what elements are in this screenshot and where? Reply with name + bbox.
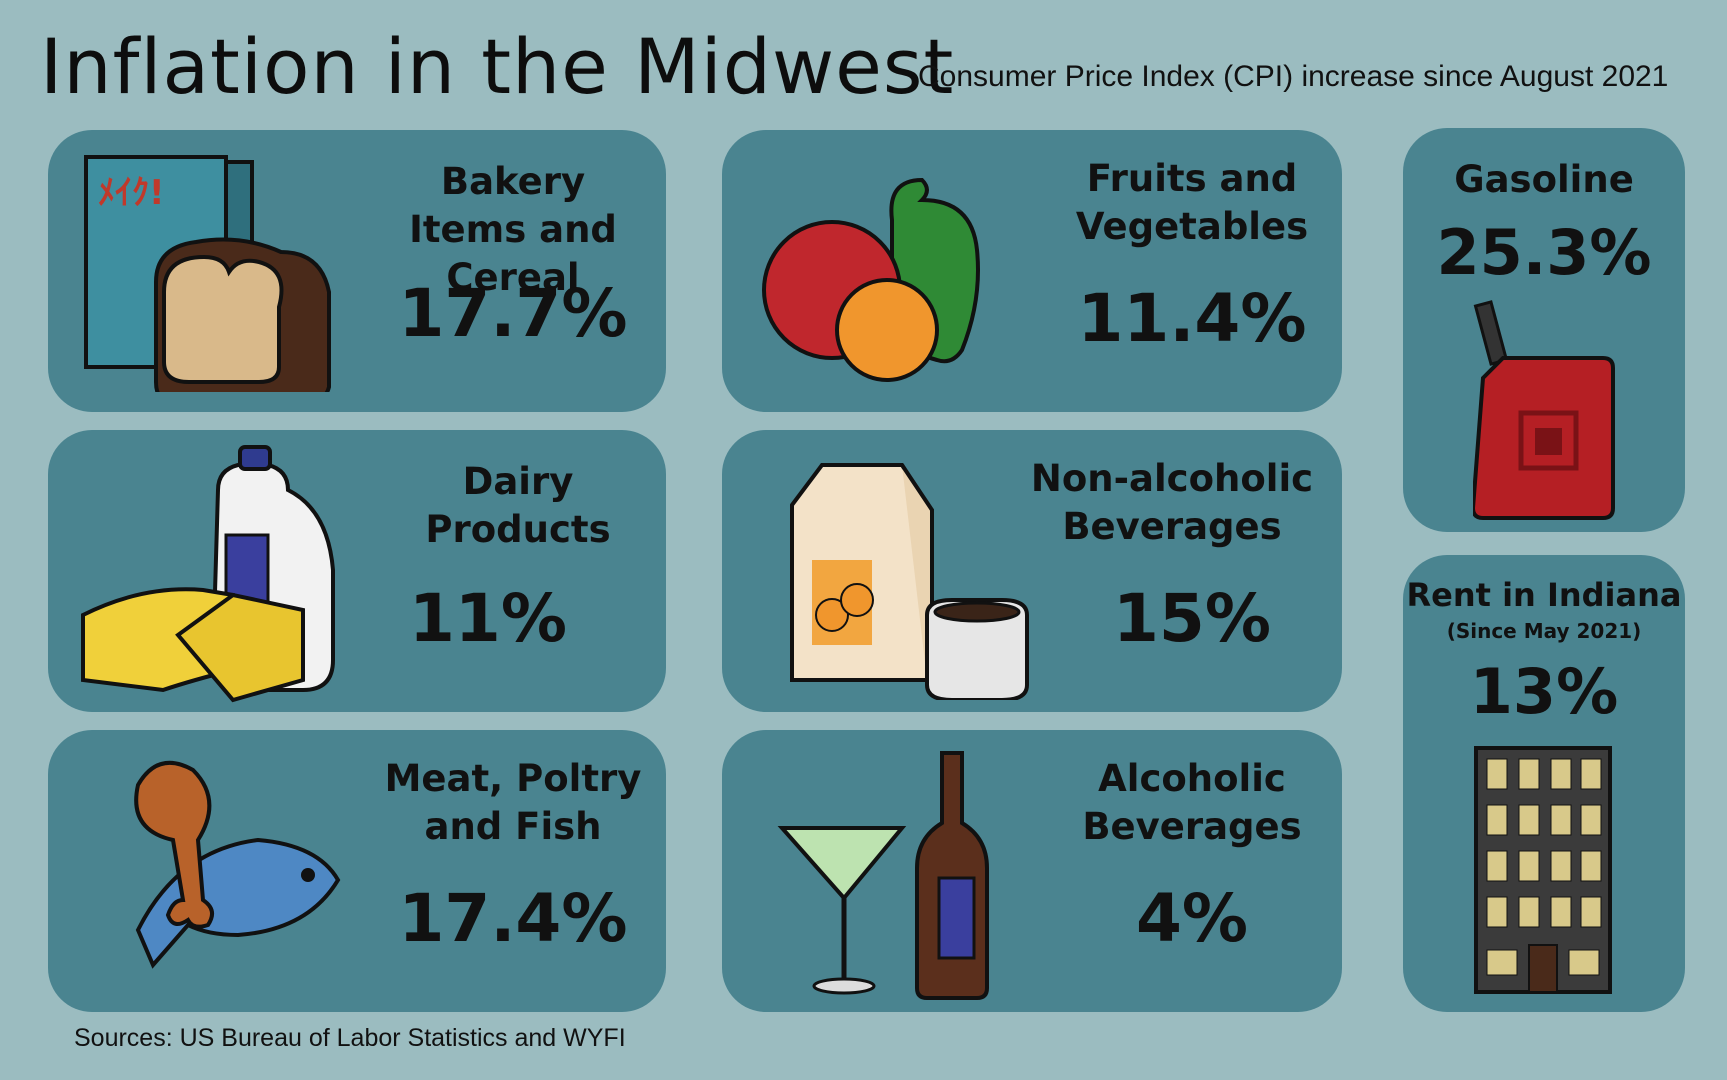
card-value: 4% xyxy=(1135,880,1249,957)
card-label: Gasoline xyxy=(1454,158,1634,201)
card-note: (Since May 2021) xyxy=(1446,619,1642,643)
milk-cheese-icon xyxy=(81,445,335,703)
building-icon xyxy=(1474,746,1612,994)
card-label: Non-alcoholic Beverages xyxy=(1030,457,1314,549)
card-label: Bakery Items and Cereal xyxy=(409,160,617,300)
card-value: 11% xyxy=(409,580,567,657)
card-value: 25.3% xyxy=(1436,216,1652,289)
juice-coffee-icon xyxy=(790,463,1029,700)
card-fruits: Fruits and Vegetables 11.4% xyxy=(722,130,1342,412)
martini-bottle-icon xyxy=(777,751,989,1000)
card-dairy: Dairy Products 11% xyxy=(48,430,666,712)
card-rent: Rent in Indiana (Since May 2021) 13% xyxy=(1403,555,1685,1012)
card-label: Rent in Indiana xyxy=(1406,576,1682,614)
drumstick-fish-icon xyxy=(134,760,341,969)
card-value: 17.7% xyxy=(398,275,628,352)
gas-can-icon xyxy=(1473,300,1615,520)
svg-text:ﾒｲｸ!: ﾒｲｸ! xyxy=(98,173,165,213)
card-value: 17.4% xyxy=(398,880,628,957)
card-alcoholic: Alcoholic Beverages 4% xyxy=(722,730,1342,1012)
card-nonalcoholic: Non-alcoholic Beverages 15% xyxy=(722,430,1342,712)
page-subtitle: Consumer Price Index (CPI) increase sinc… xyxy=(918,60,1669,93)
fruit-vegetables-icon xyxy=(762,177,980,382)
card-label: Fruits and Vegetables xyxy=(1075,157,1309,249)
sources-note: Sources: US Bureau of Labor Statistics a… xyxy=(74,1024,626,1052)
card-label: Meat, Poltry and Fish xyxy=(384,757,642,849)
bread-cereal-icon: ﾒｲｸ! xyxy=(84,155,331,392)
card-value: 11.4% xyxy=(1077,280,1307,357)
card-value: 15% xyxy=(1113,580,1271,657)
card-value: 13% xyxy=(1469,655,1619,728)
card-gasoline: Gasoline 25.3% xyxy=(1403,128,1685,532)
card-meat: Meat, Poltry and Fish 17.4% xyxy=(48,730,666,1012)
card-label: Alcoholic Beverages xyxy=(1082,757,1302,849)
page-title: Inflation in the Midwest xyxy=(40,22,955,111)
card-bakery: ﾒｲｸ! Bakery Items and Cereal 17.7% xyxy=(48,130,666,412)
card-label: Dairy Products xyxy=(425,460,611,552)
